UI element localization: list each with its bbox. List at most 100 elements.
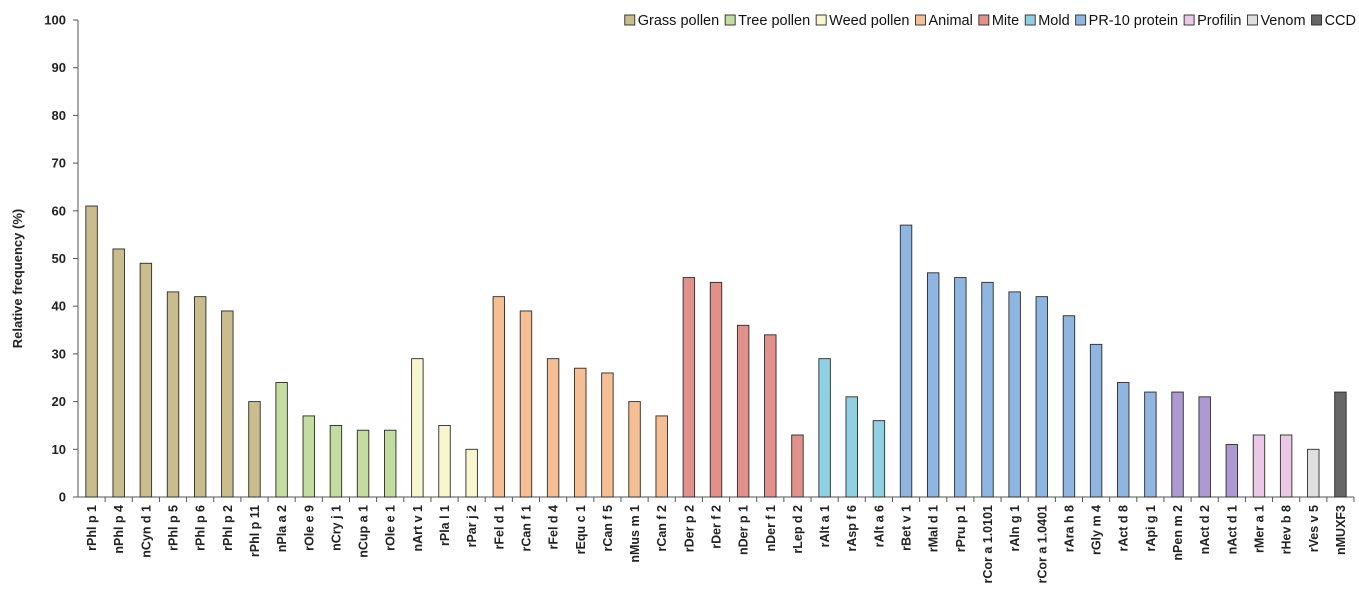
bar <box>1252 434 1266 498</box>
category-label: rLep d 2 <box>791 505 805 554</box>
category-label: rGly m 4 <box>1090 505 1104 555</box>
bar <box>1225 444 1239 498</box>
legend-label: Tree pollen <box>738 13 810 29</box>
category-label: rDer f 2 <box>710 505 724 549</box>
bar <box>492 296 506 498</box>
legend-label: Profilin <box>1197 13 1241 29</box>
bar <box>302 415 315 498</box>
category-label: rAct d 8 <box>1117 505 1131 552</box>
bars <box>85 205 1347 498</box>
bar <box>1117 382 1130 498</box>
legend-item: Venom <box>1246 13 1306 29</box>
bar <box>899 224 913 498</box>
legend-swatch <box>1024 14 1036 26</box>
category-label: rOle e 1 <box>384 505 398 551</box>
y-tick-label: 50 <box>52 251 66 266</box>
legend-label: Mold <box>1038 13 1069 29</box>
category-label: rPru p 1 <box>954 505 968 552</box>
legend-label: CCD <box>1325 13 1356 29</box>
category-label: rFel d 1 <box>492 505 506 550</box>
category-label: nArt v 1 <box>411 505 425 552</box>
y-tick-label: 100 <box>44 13 66 28</box>
legend-swatch <box>815 14 827 26</box>
bar <box>465 448 478 498</box>
bar <box>1307 448 1320 498</box>
bar <box>1035 296 1048 498</box>
category-label: rAra h 8 <box>1062 505 1076 552</box>
category-label: rCan f 1 <box>519 505 533 552</box>
category-label: rPar j 2 <box>465 505 479 547</box>
category-labels: rPhl p 1 nPhl p 4 nCyn d 1 rPhl p 5 rPhl p 6… <box>85 505 1348 584</box>
category-label: nPen m 2 <box>1171 505 1185 561</box>
bar <box>628 401 641 498</box>
category-label: nDer p 1 <box>737 505 751 555</box>
bar <box>574 367 587 498</box>
category-label: rCor a 1.0401 <box>1035 505 1049 584</box>
y-tick-label: 70 <box>52 156 66 171</box>
legend-item: Weed pollen <box>815 13 910 29</box>
category-label: rOle e 9 <box>302 505 316 551</box>
bar <box>818 358 831 498</box>
legend-swatch <box>624 14 636 26</box>
bar <box>791 434 804 498</box>
axes: 0 10 20 30 40 50 60 70 80 90 100 Relative frequency… <box>10 13 1355 505</box>
bar <box>438 425 451 498</box>
category-label: rAlt a 1 <box>818 505 832 547</box>
bar <box>655 415 668 498</box>
bar <box>601 372 614 498</box>
bar <box>519 310 533 498</box>
bar <box>85 205 98 498</box>
y-tick-label: 80 <box>52 108 66 123</box>
category-label: rApi g 1 <box>1144 505 1158 552</box>
y-tick-label: 20 <box>52 394 66 409</box>
category-label: rCan f 5 <box>601 505 615 552</box>
legend-item: PR-10 protein <box>1075 13 1178 29</box>
category-label: nPhl p 4 <box>112 505 126 554</box>
legend: Grass pollen Tree pollen Weed pollen Animal… <box>624 13 1356 29</box>
category-label: nMUXF3 <box>1334 505 1348 555</box>
bar <box>356 429 370 498</box>
y-tick-label: 40 <box>52 299 66 314</box>
legend-label: Weed pollen <box>829 13 909 29</box>
legend-swatch <box>978 14 990 26</box>
legend-swatch <box>1183 14 1195 26</box>
bar <box>682 277 696 498</box>
bar <box>872 420 886 498</box>
category-label: nPla a 2 <box>275 505 289 552</box>
category-label: rPhl p 11 <box>248 505 262 557</box>
legend-item: Tree pollen <box>724 13 810 29</box>
legend-item: Profilin <box>1183 13 1241 29</box>
legend-swatch <box>1246 14 1258 26</box>
bar <box>1171 391 1184 498</box>
bar <box>926 272 940 498</box>
bar <box>1279 434 1293 498</box>
bar <box>1334 391 1347 498</box>
bar <box>1008 291 1021 498</box>
bar <box>1198 396 1211 498</box>
y-tick-label: 60 <box>52 203 66 218</box>
bar <box>1089 343 1103 498</box>
legend-item: Grass pollen <box>624 13 719 29</box>
legend-item: Mold <box>1024 13 1070 29</box>
legend-label: Grass pollen <box>638 13 719 29</box>
bar <box>384 429 397 498</box>
bar <box>248 401 261 498</box>
legend-item: Mite <box>978 13 1019 29</box>
legend-item: CCD <box>1311 13 1356 29</box>
category-label: rCor a 1.0101 <box>981 505 995 584</box>
bar <box>166 291 180 498</box>
bar <box>1144 391 1157 498</box>
category-label: rPhl p 6 <box>194 505 208 551</box>
y-axis-title: Relative frequency (%) <box>10 209 25 348</box>
category-label: rCan f 2 <box>655 505 669 552</box>
category-label: rBet v 1 <box>900 505 914 551</box>
category-label: rFel d 4 <box>547 505 561 550</box>
bar <box>709 281 723 498</box>
bar <box>112 248 125 498</box>
category-label: rPhl p 2 <box>221 505 235 551</box>
category-label: rDer p 2 <box>682 505 696 552</box>
category-label: nCry j 1 <box>329 505 343 551</box>
bar <box>193 296 207 498</box>
category-label: rPhl p 5 <box>167 505 181 551</box>
